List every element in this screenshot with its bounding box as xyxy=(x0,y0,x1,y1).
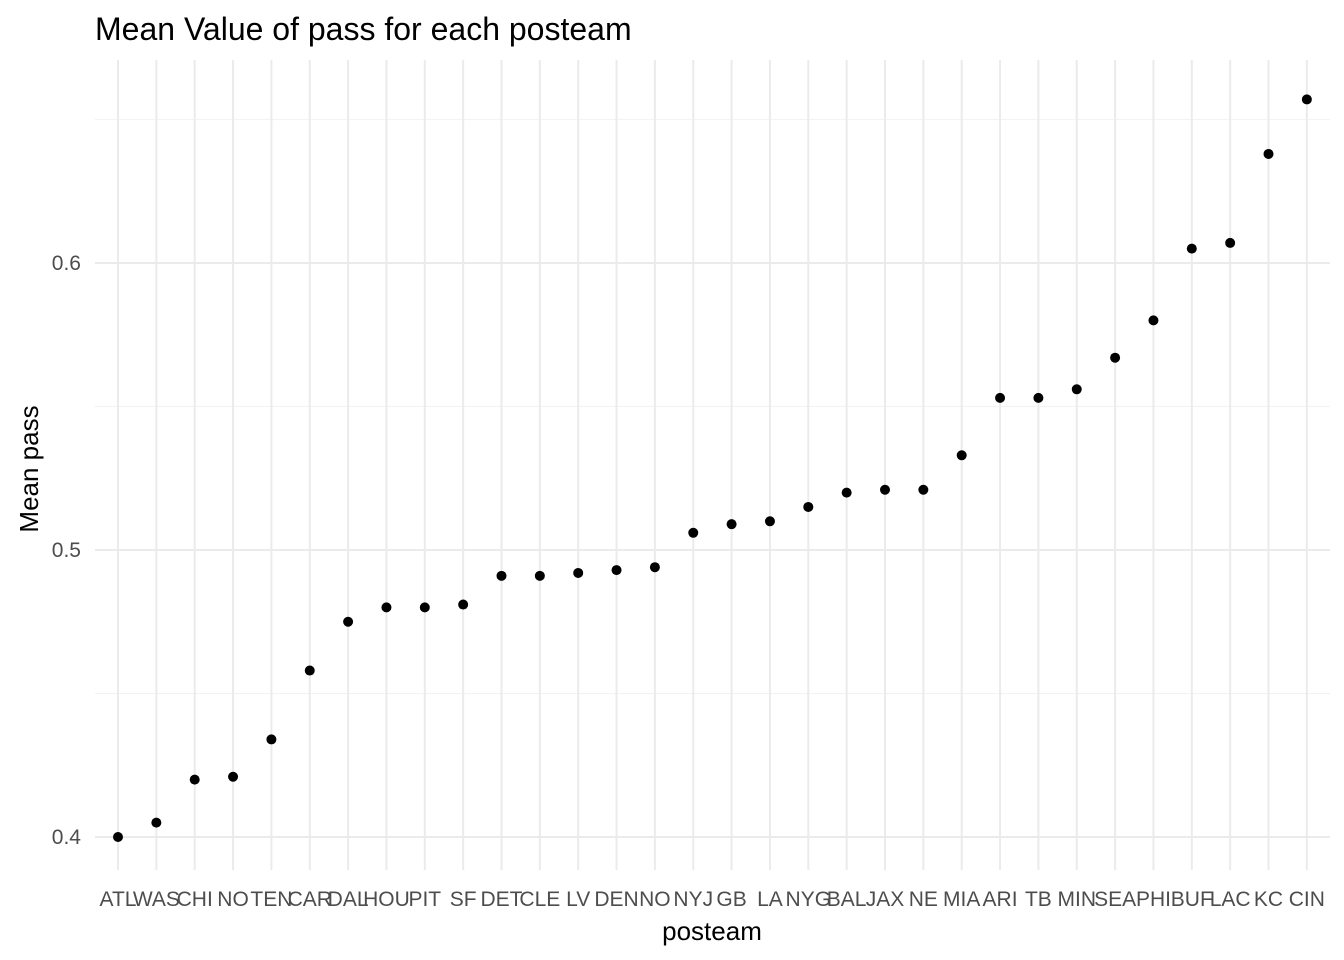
data-point xyxy=(611,565,622,576)
data-point xyxy=(534,570,545,581)
data-point xyxy=(1263,148,1274,159)
x-tick-label: CAR xyxy=(288,888,332,911)
x-tick-label: PIT xyxy=(408,888,441,911)
data-point xyxy=(880,484,890,495)
data-point xyxy=(995,392,1006,403)
x-tick-label: CIN xyxy=(1289,888,1325,911)
x-tick-label: DET xyxy=(481,888,523,911)
data-point xyxy=(228,771,239,782)
x-tick-label: ATL xyxy=(100,888,137,911)
x-tick-label: CHI xyxy=(177,888,213,911)
data-point xyxy=(573,567,584,578)
data-point xyxy=(151,817,162,828)
data-point xyxy=(1186,243,1197,254)
x-tick-label: NYJ xyxy=(673,888,713,911)
x-tick-label: DAL xyxy=(328,888,369,911)
x-tick-label: JAX xyxy=(866,888,905,911)
x-tick-label: KC xyxy=(1254,888,1283,911)
grid xyxy=(95,60,1330,870)
x-tick-label: ARI xyxy=(983,888,1018,911)
data-point xyxy=(956,450,967,461)
data-point xyxy=(266,734,277,745)
chart-title: Mean Value of pass for each posteam xyxy=(95,11,632,47)
x-tick-label: NO xyxy=(217,888,249,911)
data-point xyxy=(1071,384,1082,395)
data-point xyxy=(343,616,354,627)
data-point xyxy=(189,774,200,785)
x-tick-label: NO xyxy=(639,888,671,911)
x-tick-label: PHI xyxy=(1136,888,1171,911)
data-point xyxy=(803,501,814,512)
data-point xyxy=(304,665,315,676)
data-points xyxy=(113,94,1312,842)
data-point xyxy=(918,484,929,495)
data-point xyxy=(1225,237,1236,248)
data-point xyxy=(688,527,699,538)
x-tick-label: NYG xyxy=(786,888,832,911)
x-tick-label: HOU xyxy=(363,888,410,911)
x-tick-label: LAC xyxy=(1210,888,1251,911)
data-point xyxy=(113,832,123,842)
y-tick-label: 0.5 xyxy=(52,539,81,562)
y-axis-ticks: 0.4 0.5 0.6 xyxy=(52,252,82,849)
data-point xyxy=(1033,392,1044,403)
x-tick-label: LV xyxy=(566,888,590,911)
y-tick-label: 0.6 xyxy=(52,252,81,275)
data-point xyxy=(1148,315,1159,326)
x-tick-label: MIN xyxy=(1058,888,1097,911)
data-point xyxy=(649,562,660,573)
x-tick-label: SF xyxy=(450,888,477,911)
x-tick-label: DEN xyxy=(594,888,638,911)
x-axis-title: posteam xyxy=(662,916,762,946)
x-tick-label: WAS xyxy=(133,888,180,911)
y-axis-title: Mean pass xyxy=(14,405,44,532)
data-point xyxy=(381,602,392,613)
x-tick-label: SEA xyxy=(1094,888,1136,911)
x-tick-label: TB xyxy=(1025,888,1052,911)
x-tick-label: GB xyxy=(716,888,746,911)
x-tick-label: NE xyxy=(909,888,938,911)
data-point xyxy=(841,487,852,498)
x-tick-label: LA xyxy=(757,888,783,911)
data-point xyxy=(1110,352,1121,363)
data-point xyxy=(419,602,430,613)
data-point xyxy=(726,519,737,530)
data-point xyxy=(458,599,469,610)
x-tick-label: BAL xyxy=(827,888,867,911)
data-point xyxy=(496,570,507,581)
x-tick-label: CLE xyxy=(519,888,560,911)
data-point xyxy=(764,516,775,527)
x-tick-label: TEN xyxy=(250,888,292,911)
data-point xyxy=(1301,94,1312,105)
x-tick-label: MIA xyxy=(943,888,980,911)
x-tick-label: BUF xyxy=(1171,888,1213,911)
y-tick-label: 0.4 xyxy=(52,826,82,849)
